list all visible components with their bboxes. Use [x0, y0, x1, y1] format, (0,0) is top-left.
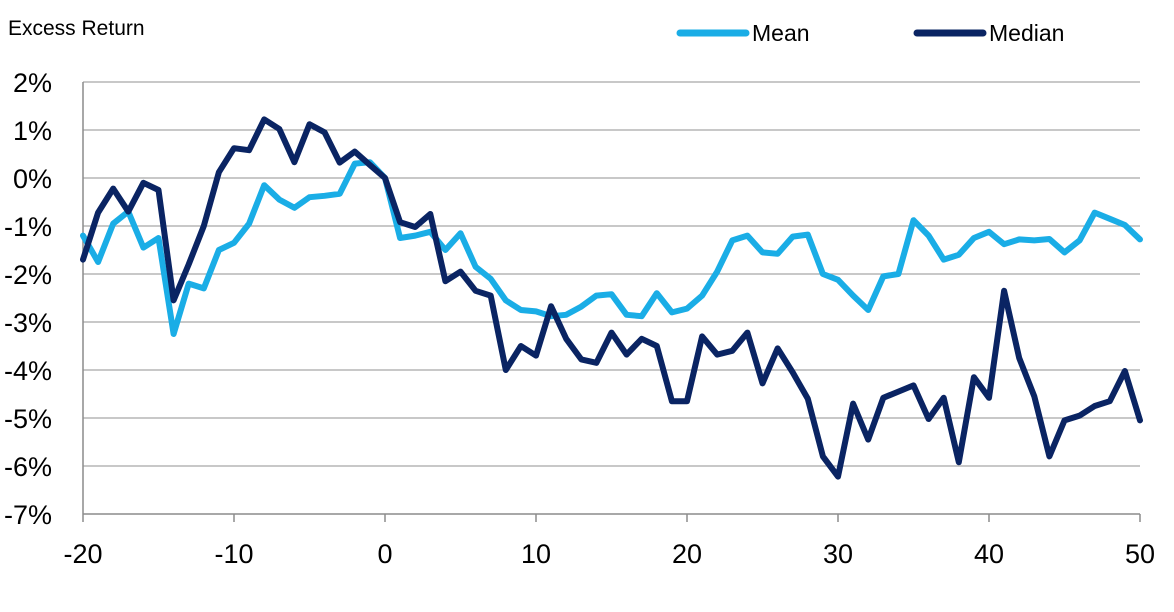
x-tick-label: -20 — [63, 539, 102, 569]
x-tick-label: 30 — [823, 539, 853, 569]
y-tick-label: -3% — [4, 308, 52, 338]
y-tick-label: -5% — [4, 404, 52, 434]
gridlines — [83, 81, 1140, 467]
axes — [82, 82, 1141, 522]
y-tick-label: -2% — [4, 260, 52, 290]
y-tick-label: 1% — [13, 116, 52, 146]
x-tick-labels: -20 -10 0 10 20 30 40 50 — [63, 539, 1155, 569]
y-axis-title: Excess Return — [8, 17, 145, 40]
y-tick-label: -7% — [4, 500, 52, 530]
x-tick-label: -10 — [214, 539, 253, 569]
series-line-mean — [80, 159, 1143, 337]
series-line-median — [80, 116, 1143, 480]
y-tick-label: -6% — [4, 452, 52, 482]
legend-mean-label: Mean — [752, 20, 810, 46]
series-lines — [80, 116, 1143, 480]
x-tick-label: 20 — [672, 539, 702, 569]
x-tick-label: 10 — [521, 539, 551, 569]
x-tick-label: 0 — [377, 539, 392, 569]
legend-median-label: Median — [989, 20, 1064, 46]
x-tick-label: 50 — [1125, 539, 1155, 569]
y-tick-label: 0% — [13, 164, 52, 194]
x-tick-label: 40 — [974, 539, 1004, 569]
y-tick-label: -1% — [4, 212, 52, 242]
y-tick-label: -4% — [4, 356, 52, 386]
legend: Mean Median — [676, 20, 1064, 46]
y-tick-labels: 2% 1% 0% -1% -2% -3% -4% -5% -6% -7% — [4, 68, 52, 530]
y-tick-label: 2% — [13, 68, 52, 98]
